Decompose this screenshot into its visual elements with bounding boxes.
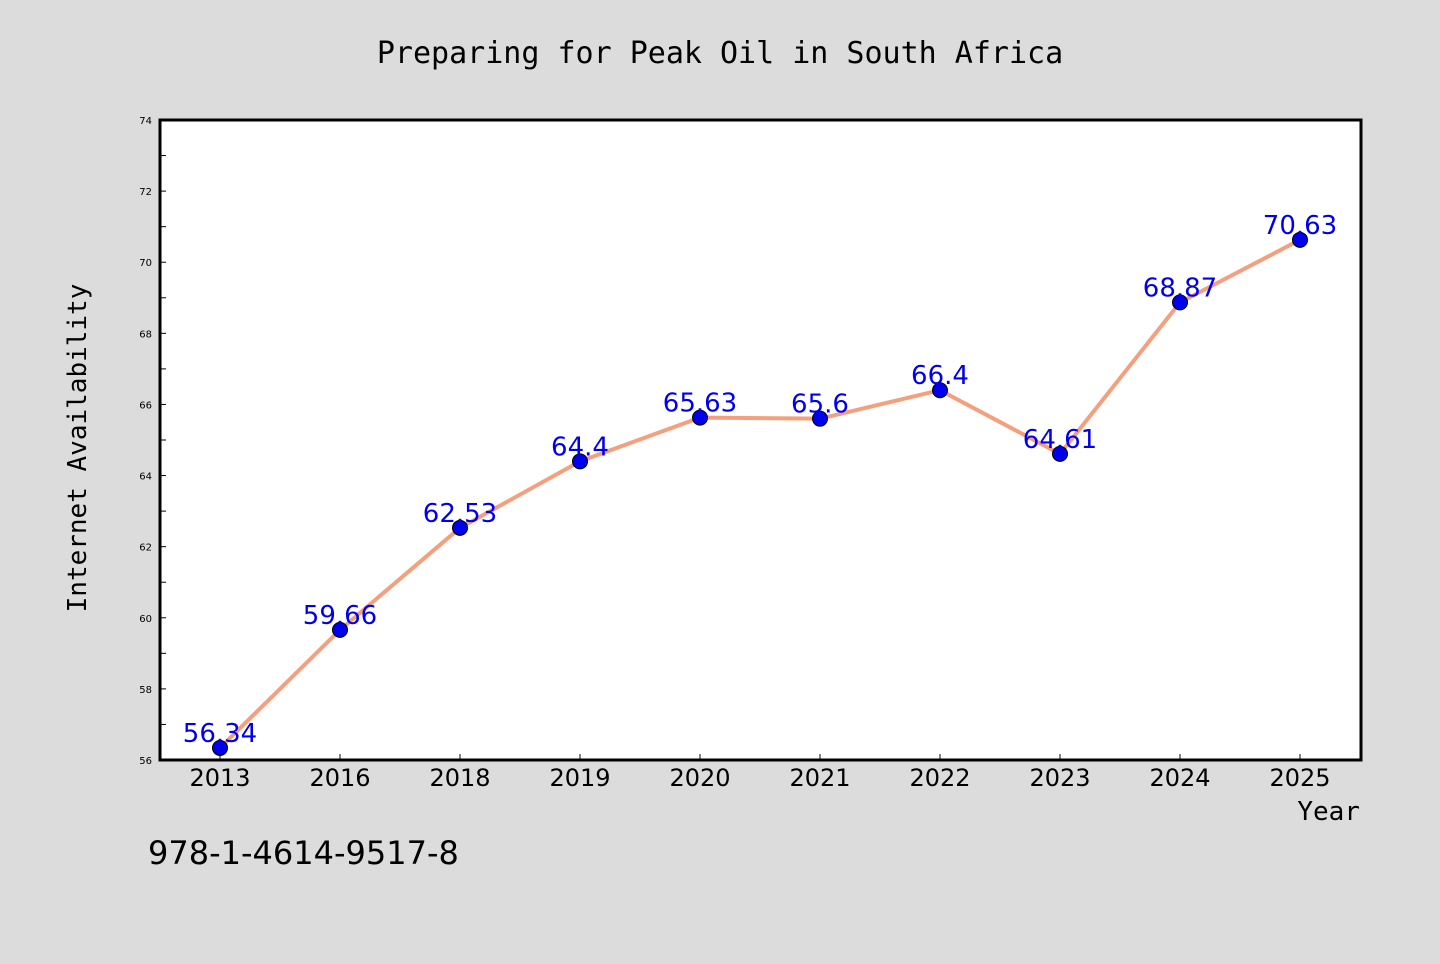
data-label: 64.4 bbox=[551, 432, 609, 462]
data-label: 70.63 bbox=[1263, 211, 1337, 241]
data-label: 59.66 bbox=[303, 601, 377, 631]
y-tick-label: 62 bbox=[139, 543, 152, 554]
series-layer: 56.34 59.66 62.53 64.4 65.63 65.6 66.4 64.61 68.… bbox=[183, 211, 1337, 756]
y-tick-label: 70 bbox=[139, 258, 152, 269]
data-point bbox=[452, 519, 468, 536]
y-tick-label: 68 bbox=[139, 329, 152, 340]
x-tick-label: 2021 bbox=[789, 764, 850, 792]
data-label: 56.34 bbox=[183, 719, 257, 749]
x-tick-label: 2016 bbox=[309, 764, 370, 792]
x-tick-label: 2025 bbox=[1269, 764, 1330, 792]
x-tick-label: 2020 bbox=[669, 764, 730, 792]
y-axis-label: Internet Availability bbox=[63, 284, 93, 613]
x-tick-label: 2022 bbox=[909, 764, 970, 792]
data-point bbox=[572, 453, 588, 470]
x-tick-label: 2013 bbox=[189, 764, 250, 792]
y-tick-label: 60 bbox=[139, 614, 152, 625]
x-tick-label: 2018 bbox=[429, 764, 490, 792]
data-point bbox=[812, 410, 828, 427]
y-tick-label: 74 bbox=[139, 116, 152, 127]
x-tick-label: 2024 bbox=[1149, 764, 1210, 792]
data-label: 62.53 bbox=[423, 499, 497, 529]
chart-title: Preparing for Peak Oil in South Africa bbox=[377, 36, 1063, 71]
x-axis: 2013 2016 2018 2019 2020 2021 2022 2023 2024 2025 bbox=[189, 754, 1331, 792]
data-point bbox=[1052, 445, 1068, 462]
y-tick-label: 72 bbox=[139, 187, 152, 198]
isbn-annotation: 978-1-4614-9517-8 bbox=[148, 834, 459, 872]
data-label: 64.61 bbox=[1023, 425, 1097, 455]
data-label: 66.4 bbox=[911, 361, 969, 391]
plot-area bbox=[158, 118, 1363, 762]
data-point bbox=[932, 382, 948, 399]
y-tick-label: 56 bbox=[139, 756, 152, 767]
x-axis-label: Year bbox=[1297, 797, 1360, 827]
y-axis: 56 58 60 62 64 66 68 70 72 74 bbox=[139, 116, 166, 767]
data-point bbox=[692, 409, 708, 426]
data-label: 68.87 bbox=[1143, 273, 1217, 303]
data-label: 65.63 bbox=[663, 389, 737, 419]
data-point bbox=[212, 739, 228, 756]
x-tick-label: 2023 bbox=[1029, 764, 1090, 792]
data-point bbox=[332, 621, 348, 638]
y-tick-label: 64 bbox=[139, 472, 152, 483]
data-label: 65.6 bbox=[791, 390, 849, 420]
y-tick-label: 58 bbox=[139, 685, 152, 696]
data-point bbox=[1172, 294, 1188, 311]
y-tick-label: 66 bbox=[139, 400, 152, 411]
data-point bbox=[1292, 231, 1308, 248]
series-line bbox=[218, 238, 1301, 750]
x-tick-label: 2019 bbox=[549, 764, 610, 792]
